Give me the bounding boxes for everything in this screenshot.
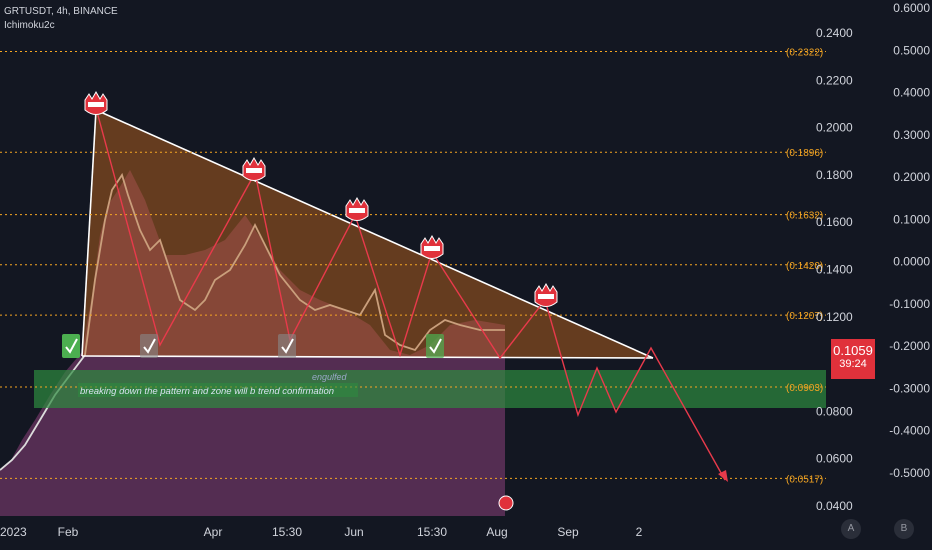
zigzag-path (95, 107, 726, 481)
note-background (78, 383, 358, 397)
price-tick-label: 0.0600 (816, 452, 853, 466)
secondary-axis: 0.6000 0.5000 0.4000 0.3000 0.2000 0.1000 0.00… (889, 1, 930, 480)
secondary-tick-label: -0.1000 (889, 297, 930, 311)
symbol-title: GRTUSDT, 4h, BINANCE (4, 6, 118, 17)
time-tick-label: Sep (557, 525, 579, 539)
triangle-left-edge (81, 109, 97, 357)
fib-label: (0.1420) (786, 261, 823, 272)
arrow-head (718, 470, 728, 482)
bear-monster-icon (242, 156, 266, 181)
engulfed-label: engulfed (312, 372, 348, 382)
secondary-tick-label: 0.1000 (893, 212, 930, 226)
bear-monster-icon (84, 90, 108, 115)
secondary-tick-label: 0.5000 (893, 43, 930, 57)
secondary-tick-label: -0.3000 (889, 381, 930, 395)
fib-label: (0.2322) (786, 47, 823, 58)
price-tick-label: 0.2200 (816, 73, 853, 87)
fib-label: (0.1632) (786, 211, 823, 222)
button-a[interactable]: A (841, 519, 861, 539)
check-icon (426, 334, 444, 358)
price-tick-label: 0.2400 (816, 26, 853, 40)
fib-label: (0.1207) (786, 311, 823, 322)
breakdown-note: breaking down the pattern and zone will … (80, 386, 334, 397)
secondary-tick-label: 0.2000 (893, 170, 930, 184)
fib-label: (0.0517) (786, 474, 823, 485)
price-tick-label: 0.1200 (816, 310, 853, 324)
time-tick-label: 2 (636, 525, 643, 539)
check-icon (278, 334, 296, 358)
bear-monster-icon (534, 282, 558, 307)
resistance-line (95, 109, 654, 359)
current-price: 0.1059 (833, 343, 873, 358)
time-tick-label: Feb (58, 525, 79, 539)
secondary-tick-label: 0.3000 (893, 128, 930, 142)
candle-countdown: 39:24 (839, 358, 867, 370)
price-tick-label: 0.2000 (816, 121, 853, 135)
secondary-tick-label: -0.4000 (889, 424, 930, 438)
bear-monster-icon (345, 196, 369, 221)
price-tick-label: 0.1400 (816, 263, 853, 277)
bear-monster-icon (420, 234, 444, 259)
current-price-badge: 0.1059 39:24 (831, 339, 875, 379)
secondary-tick-label: -0.2000 (889, 339, 930, 353)
indicator-label[interactable]: Ichimoku2c (4, 20, 55, 31)
time-tick-label: 2023 (0, 525, 27, 539)
price-tick-label: 0.0400 (816, 499, 853, 513)
support-line (81, 355, 654, 359)
time-tick-label: Apr (204, 525, 223, 539)
time-tick-label: 15:30 (417, 525, 447, 539)
secondary-tick-label: -0.5000 (889, 466, 930, 480)
event-marker-icon[interactable] (498, 495, 514, 511)
time-tick-label: Jun (344, 525, 363, 539)
time-tick-label: 15:30 (272, 525, 302, 539)
secondary-tick-label: 0.4000 (893, 86, 930, 100)
check-icon (140, 334, 158, 358)
price-tick-label: 0.1800 (816, 168, 853, 182)
button-b[interactable]: B (894, 519, 914, 539)
secondary-tick-label: 0.6000 (893, 1, 930, 15)
time-tick-label: Aug (486, 525, 507, 539)
price-axis: 0.2400 0.2200 0.2000 0.1800 0.1600 0.1400 0.12… (816, 26, 853, 513)
secondary-tick-label: 0.0000 (893, 255, 930, 269)
fib-label: (0.1896) (786, 148, 823, 159)
fib-levels: (0.2322) (0.1896) (0.1632) (0.1420) (0.1207)… (0, 47, 826, 485)
price-tick-label: 0.0800 (816, 404, 853, 418)
fib-label: (0.0903) (786, 383, 823, 394)
time-axis: 2023 Feb Apr 15:30 Jun 15:30 Aug Sep 2 (0, 525, 643, 539)
descending-triangle (82, 110, 653, 358)
check-icon (62, 334, 80, 358)
price-tick-label: 0.1600 (816, 215, 853, 229)
